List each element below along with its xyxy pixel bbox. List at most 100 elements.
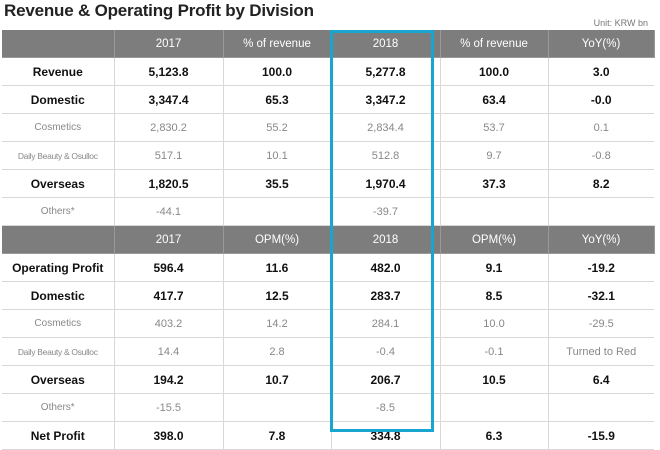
column-header: 2017 — [114, 30, 224, 58]
table-cell: 7.8 — [223, 421, 332, 450]
table-cell: 10.5 — [440, 365, 549, 394]
table-cell: 334.8 — [331, 421, 441, 450]
table-cell: 3,347.4 — [114, 85, 224, 114]
table-cell: 517.1 — [114, 141, 224, 170]
table-cell: -0.8 — [548, 141, 654, 170]
row-label: Cosmetics — [2, 309, 115, 338]
table-cell: 194.2 — [114, 365, 224, 394]
row-label: Domestic — [2, 281, 115, 310]
table-row: Others* -44.1 -39.7 — [2, 197, 654, 226]
table-cell: 37.3 — [440, 169, 549, 198]
row-label: Domestic — [2, 85, 115, 114]
table-cell — [548, 197, 654, 226]
table-cell: -0.0 — [548, 85, 654, 114]
table-cell: 512.8 — [331, 141, 441, 170]
section1-header-row: 2017% of revenue 2018% of revenue YoY(%) — [2, 30, 655, 58]
table-cell: 9.1 — [440, 253, 549, 282]
table-cell: 596.4 — [114, 253, 224, 282]
table-cell: 10.1 — [223, 141, 332, 170]
row-label: Daily Beauty & Osulloc — [2, 337, 115, 366]
table-cell: 55.2 — [223, 113, 332, 142]
row-label: Net Profit — [2, 421, 115, 450]
table-cell: -32.1 — [548, 281, 654, 310]
row-label: Revenue — [2, 57, 115, 86]
table-cell: -19.2 — [548, 253, 654, 282]
table-cell: 14.2 — [223, 309, 332, 338]
table-cell: 1,970.4 — [331, 169, 441, 198]
table-cell: 100.0 — [440, 57, 549, 86]
table-cell: 35.5 — [223, 169, 332, 198]
table-cell: 283.7 — [331, 281, 441, 310]
table-cell — [440, 197, 549, 226]
row-label: Overseas — [2, 365, 115, 394]
table-cell: 100.0 — [223, 57, 332, 86]
table-cell: 417.7 — [114, 281, 224, 310]
table-cell: -15.5 — [114, 393, 224, 422]
row-label: Operating Profit — [2, 253, 115, 282]
table-row: Daily Beauty & Osulloc 14.4 2.8 -0.4 -0.1 Tur… — [2, 337, 654, 366]
row-label: Daily Beauty & Osulloc — [2, 141, 115, 170]
column-header: OPM(%) — [440, 225, 549, 254]
table-cell: 10.0 — [440, 309, 549, 338]
table-cell: 11.6 — [223, 253, 332, 282]
table-cell: 2.8 — [223, 337, 332, 366]
table-row: Cosmetics 403.2 14.2 284.1 10.0 -29.5 — [2, 309, 654, 338]
table-row: Domestic 417.7 12.5 283.7 8.5 -32.1 — [2, 281, 654, 310]
table-cell: 6.4 — [548, 365, 654, 394]
table-cell: 1,820.5 — [114, 169, 224, 198]
unit-label: Unit: KRW bn — [593, 18, 648, 28]
table-cell: -44.1 — [114, 197, 224, 226]
table-cell — [223, 197, 332, 226]
table-cell: 5,123.8 — [114, 57, 224, 86]
table-cell: 3.0 — [548, 57, 654, 86]
table-cell: -8.5 — [331, 393, 441, 422]
column-header: % of revenue — [223, 30, 332, 58]
table-cell: 2,834.4 — [331, 113, 441, 142]
table-cell: 403.2 — [114, 309, 224, 338]
column-header: OPM(%) — [223, 225, 332, 254]
table-cell: -29.5 — [548, 309, 654, 338]
table-cell: 8.2 — [548, 169, 654, 198]
table-cell: 5,277.8 — [331, 57, 441, 86]
table-cell: 284.1 — [331, 309, 441, 338]
table-cell: Turned to Red — [548, 337, 654, 366]
column-header: 2018 — [331, 225, 441, 254]
table-row: Revenue 5,123.8 100.0 5,277.8 100.0 3.0 — [2, 57, 654, 86]
table-cell: 2,830.2 — [114, 113, 224, 142]
column-header: YoY(%) — [548, 30, 655, 58]
table-row: Overseas 194.2 10.7 206.7 10.5 6.4 — [2, 365, 654, 394]
table-cell: 63.4 — [440, 85, 549, 114]
column-header: % of revenue — [440, 30, 549, 58]
table-cell: 53.7 — [440, 113, 549, 142]
table-cell: 6.3 — [440, 421, 549, 450]
table-cell: 3,347.2 — [331, 85, 441, 114]
table-row: Others* -15.5 -8.5 — [2, 393, 654, 422]
column-header: YoY(%) — [548, 225, 655, 254]
table-cell — [548, 393, 654, 422]
table-cell: -15.9 — [548, 421, 654, 450]
table-row: Cosmetics 2,830.2 55.2 2,834.4 53.7 0.1 — [2, 113, 654, 142]
table-row: Net Profit 398.0 7.8 334.8 6.3 -15.9 — [2, 421, 654, 450]
row-label: Overseas — [2, 169, 115, 198]
table-cell: 9.7 — [440, 141, 549, 170]
column-header — [2, 30, 115, 58]
table-cell: 398.0 — [114, 421, 224, 450]
table-cell: 0.1 — [548, 113, 654, 142]
table-cell: 8.5 — [440, 281, 549, 310]
page-title: Revenue & Operating Profit by Division — [4, 1, 314, 20]
table-cell: -0.1 — [440, 337, 549, 366]
table-cell: 14.4 — [114, 337, 224, 366]
table-cell — [440, 393, 549, 422]
row-label: Others* — [2, 393, 115, 422]
column-header: 2018 — [331, 30, 441, 58]
table-row: Domestic 3,347.4 65.3 3,347.2 63.4 -0.0 — [2, 85, 654, 114]
table-cell: -0.4 — [331, 337, 441, 366]
table-cell: 65.3 — [223, 85, 332, 114]
table-cell — [223, 393, 332, 422]
table-row: Operating Profit 596.4 11.6 482.0 9.1 -19.2 — [2, 253, 654, 282]
column-header: 2017 — [114, 225, 224, 254]
table-cell: 10.7 — [223, 365, 332, 394]
row-label: Cosmetics — [2, 113, 115, 142]
table-cell: 482.0 — [331, 253, 441, 282]
table-row: Overseas 1,820.5 35.5 1,970.4 37.3 8.2 — [2, 169, 654, 198]
